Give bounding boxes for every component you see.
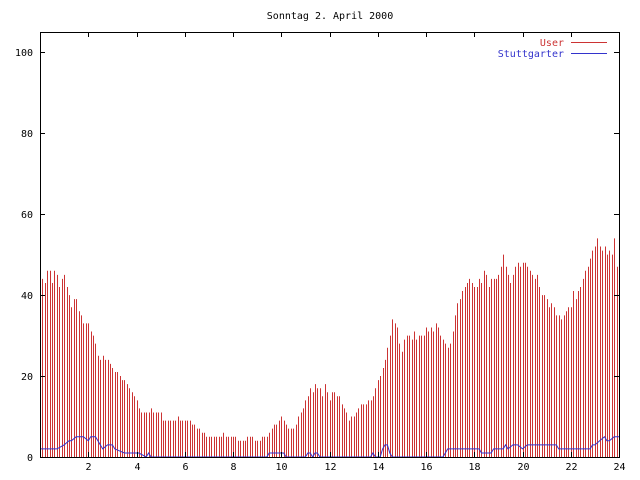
y-axis: 0 20 40 60 80 100: [15, 48, 619, 464]
y-tick-label: 40: [21, 291, 33, 302]
x-tick-label: 2: [85, 462, 91, 473]
x-tick-label: 10: [275, 462, 287, 473]
legend-user-label: User: [540, 38, 564, 49]
y-tick-label: 60: [21, 210, 33, 221]
x-tick-label: 6: [182, 462, 188, 473]
x-tick-label: 4: [134, 462, 140, 473]
legend-stuttgarter-label: Stuttgarter: [498, 49, 564, 60]
x-tick-label: 24: [613, 462, 625, 473]
x-tick-label: 14: [372, 462, 384, 473]
x-axis: 2 4 6 8 10 12 14 16 18 20 22 24: [85, 32, 626, 473]
x-tick-label: 22: [565, 462, 577, 473]
x-tick-label: 16: [420, 462, 432, 473]
x-tick-label: 8: [230, 462, 236, 473]
y-tick-label: 100: [15, 48, 33, 59]
x-tick-label: 12: [324, 462, 336, 473]
user-series-impulses: [40, 238, 618, 457]
chart-title: Sonntag 2. April 2000: [267, 11, 393, 22]
x-tick-label: 20: [517, 462, 529, 473]
x-tick-label: 18: [468, 462, 480, 473]
legend: User Stuttgarter: [498, 38, 607, 60]
y-tick-label: 80: [21, 129, 33, 140]
y-tick-label: 0: [27, 453, 33, 464]
y-tick-label: 20: [21, 372, 33, 383]
